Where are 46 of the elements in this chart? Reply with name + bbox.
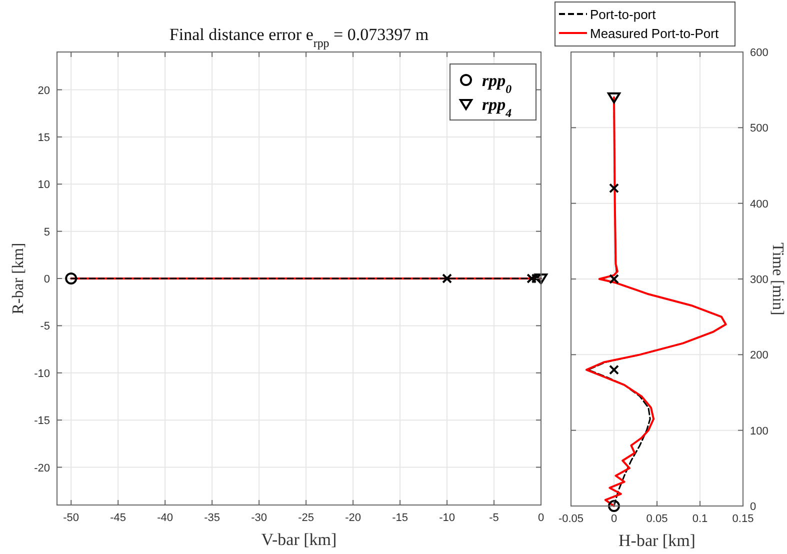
legend-label: rpp$_{0}$ [482,71,512,96]
y-tick-label: 10 [38,179,50,192]
y-tick-label: 0 [750,501,756,513]
x-tick-label: 0.15 [732,513,754,525]
y-tick-label: 0 [44,274,50,286]
y-tick-label: 100 [750,425,768,438]
x-tick-label: -0.05 [558,513,584,525]
x-tick-label: -35 [204,512,220,524]
y-axis-title: R-bar [km] [10,242,27,314]
y-tick-label: 20 [38,84,50,97]
point [609,364,619,375]
legend-label: rpp$_{4}$ [482,95,512,120]
y-tick-label: 400 [750,198,768,210]
y-tick-label: 300 [750,274,768,286]
x-axis-title: V-bar [km] [261,530,337,549]
y-tick-label: 15 [38,132,50,144]
x-tick-label: -15 [392,512,408,524]
x-tick-label: 0 [610,513,618,525]
x-tick-label: 0.05 [646,513,668,525]
y-tick-label: 600 [750,47,768,59]
x-tick-label: -40 [157,512,174,524]
y-tick-label: -5 [40,320,50,333]
x-tick-label: -50 [63,512,80,524]
x-axis-title: H-bar [km] [618,531,696,550]
x-tick-label: 0 [538,512,544,524]
y-axis-title: Time [min] [769,242,786,316]
x-tick-label: -5 [489,512,499,524]
y-tick-label: -10 [34,368,50,380]
legend-label: Measured Port-to-Port [590,26,719,41]
x-tick-label: -20 [345,512,361,524]
chart-title: Final distance error e$_{rpp}$ = 0.073397 m [169,25,429,50]
point [608,500,620,512]
x-tick-label: -10 [439,512,455,524]
y-tick-label: 200 [750,350,768,362]
point [608,92,620,104]
y-tick-label: 5 [44,226,50,238]
x-tick-label: -30 [251,512,268,524]
x-tick-label: 0.1 [692,513,708,525]
y-tick-label: -20 [34,462,50,474]
point [609,183,619,194]
x-tick-label: -45 [110,512,126,524]
x-tick-label: -25 [298,512,314,524]
legend-label: Port-to-port [590,7,656,22]
y-tick-label: -15 [34,415,50,428]
point [609,274,619,284]
y-tick-label: 500 [750,122,768,135]
